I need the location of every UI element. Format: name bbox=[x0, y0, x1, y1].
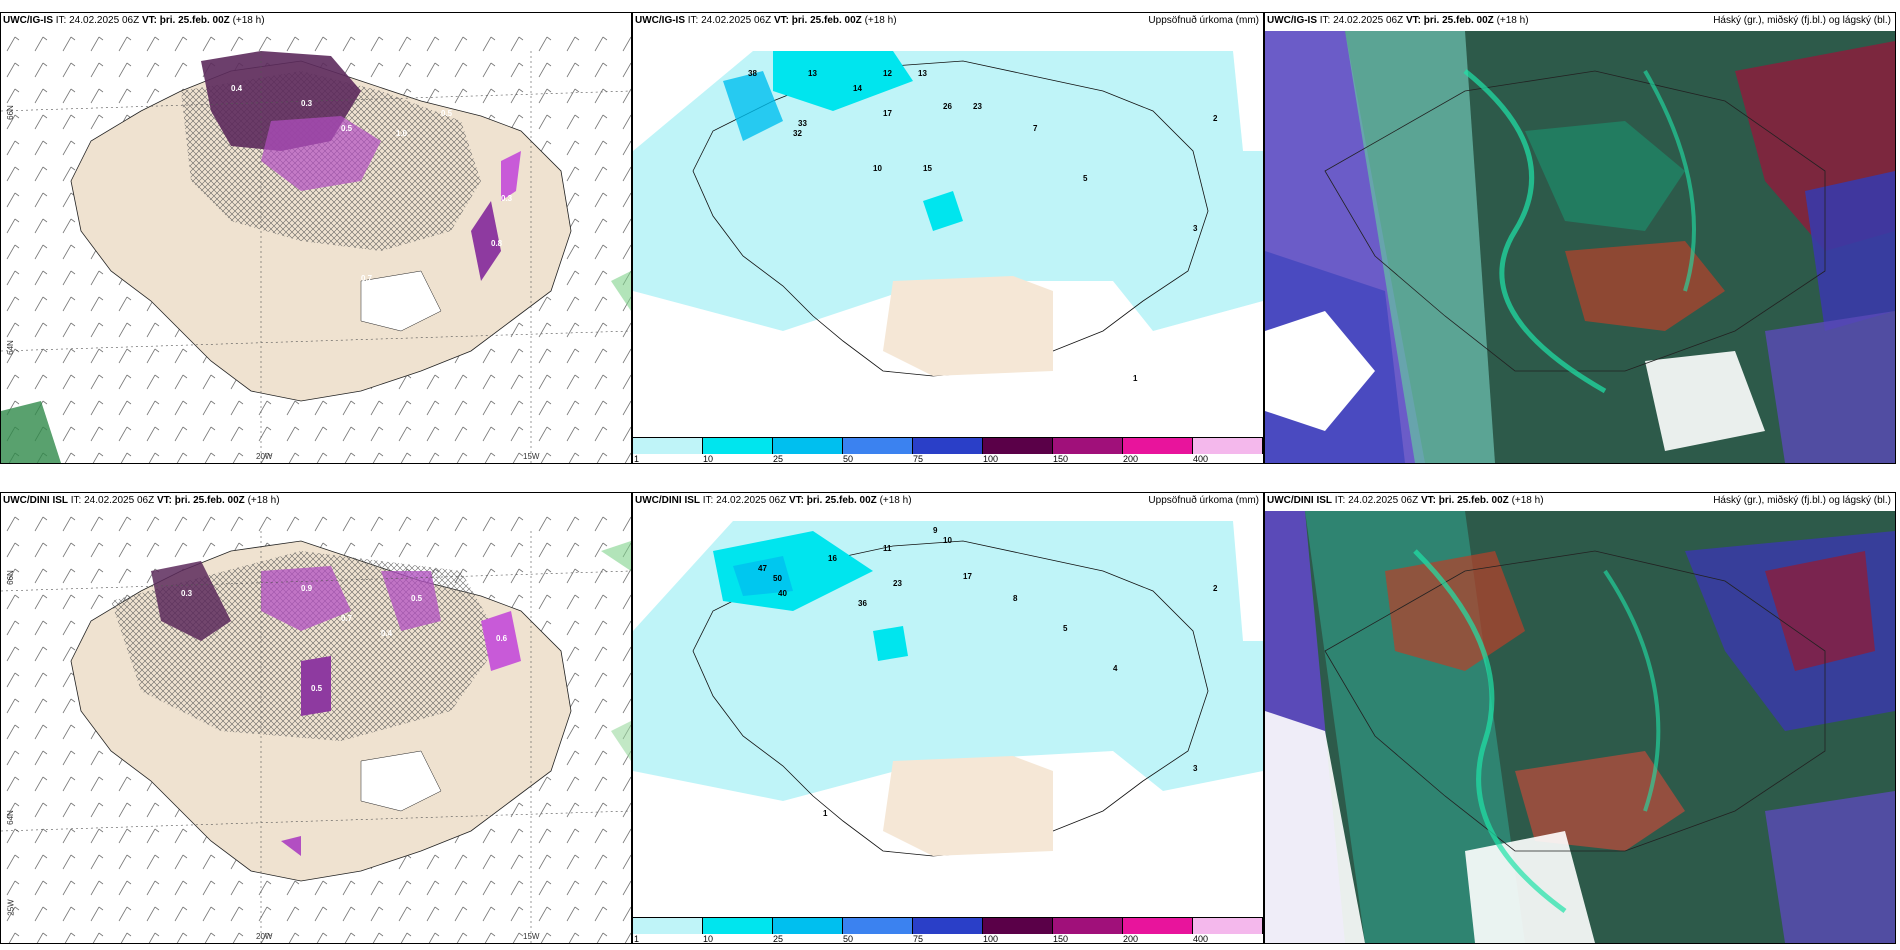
precip-label: 11 bbox=[883, 544, 892, 553]
panel-right-title: Uppsöfnuð úrkoma (mm) bbox=[1148, 495, 1259, 506]
colorbar-cell bbox=[773, 918, 843, 934]
precip-label: 13 bbox=[808, 69, 817, 78]
colorbar-cell bbox=[703, 438, 773, 454]
panel-clouds-igis: UWC/IG-IS IT: 24.02.2025 06Z VT: þri. 25… bbox=[1264, 12, 1896, 464]
snow-label: 0.3 bbox=[501, 194, 513, 203]
precip-label: 8 bbox=[1013, 594, 1018, 603]
colorbar-cell bbox=[1193, 438, 1263, 454]
lat-label-64: 64N bbox=[5, 340, 15, 355]
colorbar-cell bbox=[983, 438, 1053, 454]
map-clouds bbox=[1265, 511, 1895, 943]
panel-title: UWC/DINI ISL IT: 24.02.2025 06Z VT: þri.… bbox=[1267, 495, 1544, 506]
precip-label: 33 bbox=[798, 119, 807, 128]
precip-label: 15 bbox=[923, 164, 932, 173]
panel-precip-dini: UWC/DINI ISL IT: 24.02.2025 06Z VT: þri.… bbox=[632, 492, 1264, 944]
precip-label: 16 bbox=[828, 554, 837, 563]
panel-right-title: Háský (gr.), miðský (fj.bl.) og lágský (… bbox=[1713, 495, 1891, 506]
map-snow: 0.4 0.3 0.5 0.7 1.0 0.8 0.5 0.3 bbox=[1, 31, 631, 463]
colorbar-cell bbox=[1193, 918, 1263, 934]
precip-label: 38 bbox=[748, 69, 757, 78]
colorbar-cell bbox=[843, 918, 913, 934]
colorbar-cell bbox=[1123, 918, 1193, 934]
precip-label: 3 bbox=[1193, 764, 1198, 773]
precip-label: 36 bbox=[858, 599, 867, 608]
colorbar-cell bbox=[633, 918, 703, 934]
precip-label: 2 bbox=[1213, 584, 1218, 593]
precip-label: 10 bbox=[943, 536, 952, 545]
snow-label: 0.7 bbox=[341, 614, 353, 623]
panel-title: UWC/IG-IS IT: 24.02.2025 06Z VT: þri. 25… bbox=[1267, 15, 1529, 26]
colorbar: 1 10 25 50 75 100 150 200 400 bbox=[633, 917, 1263, 943]
panel-title: UWC/DINI ISL IT: 24.02.2025 06Z VT: þri.… bbox=[3, 495, 280, 506]
map-precip: 13 12 13 14 38 17 32 33 26 23 10 15 7 5 … bbox=[633, 31, 1263, 435]
panel-right-title: Háský (gr.), miðský (fj.bl.) og lágský (… bbox=[1713, 15, 1891, 26]
colorbar-cell bbox=[1123, 438, 1193, 454]
map-precip: 9 10 11 16 47 50 40 36 23 17 8 5 4 1 2 3 bbox=[633, 511, 1263, 915]
precip-label: 5 bbox=[1083, 174, 1088, 183]
precip-label: 23 bbox=[893, 579, 902, 588]
colorbar-cell bbox=[913, 438, 983, 454]
precip-label: 14 bbox=[853, 84, 862, 93]
panel-right-title: Uppsöfnuð úrkoma (mm) bbox=[1148, 15, 1259, 26]
panel-title: UWC/IG-IS IT: 24.02.2025 06Z VT: þri. 25… bbox=[3, 15, 265, 26]
snow-label: 0.4 bbox=[231, 84, 243, 93]
snow-label: 0.9 bbox=[301, 584, 313, 593]
lon-label-20: 20W bbox=[256, 932, 273, 941]
panel-snow-dini: UWC/DINI ISL IT: 24.02.2025 06Z VT: þri.… bbox=[0, 492, 632, 944]
precip-label: 47 bbox=[758, 564, 767, 573]
panel-title: UWC/DINI ISL IT: 24.02.2025 06Z VT: þri.… bbox=[635, 495, 912, 506]
map-clouds bbox=[1265, 31, 1895, 463]
precip-label: 1 bbox=[823, 809, 828, 818]
snow-label: 0.3 bbox=[301, 99, 313, 108]
precip-label: 32 bbox=[793, 129, 802, 138]
precip-label: 7 bbox=[1033, 124, 1038, 133]
colorbar-cell bbox=[983, 918, 1053, 934]
colorbar-cell bbox=[633, 438, 703, 454]
precip-label: 17 bbox=[883, 109, 892, 118]
map-snow: 0.3 0.9 0.5 0.6 0.4 0.7 0.5 bbox=[1, 511, 631, 943]
colorbar: 1 10 25 50 75 100 150 200 400 bbox=[633, 437, 1263, 463]
lat-label-64: 64N bbox=[5, 810, 15, 825]
snow-label: 0.4 bbox=[381, 629, 393, 638]
lon-label-15: 15W bbox=[523, 932, 540, 941]
precip-label: 1 bbox=[1133, 374, 1138, 383]
snow-label: 0.5 bbox=[411, 594, 423, 603]
precip-label: 2 bbox=[1213, 114, 1218, 123]
precip-label: 26 bbox=[943, 102, 952, 111]
snow-label: 0.5 bbox=[311, 684, 323, 693]
snow-label: 0.3 bbox=[181, 589, 193, 598]
lat-label-66: 66N bbox=[5, 570, 15, 585]
precip-label: 4 bbox=[1113, 664, 1118, 673]
precip-label: 17 bbox=[963, 572, 972, 581]
lon-label-15: 15W bbox=[523, 452, 540, 461]
snow-label: 0.8 bbox=[491, 239, 503, 248]
panel-title: UWC/IG-IS IT: 24.02.2025 06Z VT: þri. 25… bbox=[635, 15, 897, 26]
colorbar-cell bbox=[913, 918, 983, 934]
lon-label-25: 25W bbox=[6, 899, 16, 916]
colorbar-cell bbox=[1053, 438, 1123, 454]
lon-label-20: 20W bbox=[256, 452, 273, 461]
precip-label: 23 bbox=[973, 102, 982, 111]
precip-label: 3 bbox=[1193, 224, 1198, 233]
panel-snow-igis: UWC/IG-IS IT: 24.02.2025 06Z VT: þri. 25… bbox=[0, 12, 632, 464]
panel-precip-igis: UWC/IG-IS IT: 24.02.2025 06Z VT: þri. 25… bbox=[632, 12, 1264, 464]
precip-label: 10 bbox=[873, 164, 882, 173]
colorbar-cell bbox=[843, 438, 913, 454]
snow-label: 0.5 bbox=[341, 124, 353, 133]
colorbar-cell bbox=[773, 438, 843, 454]
snow-label: 1.0 bbox=[396, 129, 408, 138]
snow-label: 0.6 bbox=[496, 634, 508, 643]
colorbar-cell bbox=[1053, 918, 1123, 934]
lat-label-66: 66N bbox=[5, 105, 15, 120]
precip-label: 5 bbox=[1063, 624, 1068, 633]
panel-clouds-dini: UWC/DINI ISL IT: 24.02.2025 06Z VT: þri.… bbox=[1264, 492, 1896, 944]
colorbar-cell bbox=[703, 918, 773, 934]
snow-label: 0.7 bbox=[361, 274, 373, 283]
precip-label: 40 bbox=[778, 589, 787, 598]
precip-label: 50 bbox=[773, 574, 782, 583]
snow-label: 0.5 bbox=[441, 109, 453, 118]
precip-label: 13 bbox=[918, 69, 927, 78]
precip-label: 12 bbox=[883, 69, 892, 78]
precip-label: 9 bbox=[933, 526, 938, 535]
